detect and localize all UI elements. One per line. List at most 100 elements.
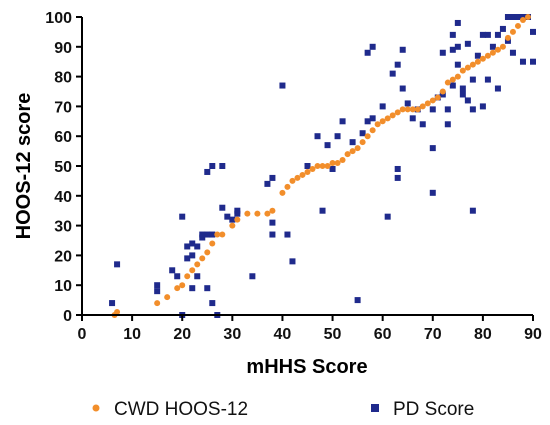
point-cwd-hoos12	[504, 34, 511, 41]
y-tick-label: 90	[54, 40, 72, 57]
point-cwd-hoos12	[369, 127, 376, 134]
point-cwd-hoos12	[364, 133, 371, 140]
point-cwd-hoos12	[389, 112, 396, 119]
point-cwd-hoos12	[114, 309, 121, 316]
point-pd-score	[154, 282, 161, 289]
point-cwd-hoos12	[394, 109, 401, 116]
point-cwd-hoos12	[324, 163, 331, 169]
point-cwd-hoos12	[454, 73, 461, 80]
point-pd-score	[419, 121, 426, 128]
point-cwd-hoos12	[294, 174, 301, 181]
point-cwd-hoos12	[524, 14, 531, 20]
point-pd-score	[404, 100, 411, 107]
point-pd-score	[464, 97, 471, 104]
point-cwd-hoos12	[209, 240, 216, 247]
point-pd-score	[444, 121, 451, 128]
point-pd-score	[394, 174, 401, 181]
point-pd-score	[194, 243, 201, 250]
point-cwd-hoos12	[519, 16, 526, 23]
x-tick-label: 60	[374, 326, 392, 343]
point-cwd-hoos12	[489, 49, 496, 56]
x-ticks: 0 10 20 30 40 50 60 70 80 90	[78, 315, 542, 343]
point-cwd-hoos12	[514, 22, 521, 29]
point-cwd-hoos12	[429, 97, 436, 104]
point-cwd-hoos12	[404, 106, 411, 113]
legend: CWD HOOS-12 PD Score	[92, 399, 474, 420]
point-pd-score	[394, 61, 401, 68]
point-pd-score	[474, 52, 481, 59]
point-cwd-hoos12	[349, 148, 356, 155]
point-cwd-hoos12	[174, 285, 181, 292]
point-pd-score	[189, 252, 196, 259]
point-pd-score	[530, 28, 536, 35]
point-pd-score	[399, 85, 406, 92]
point-pd-score	[429, 145, 436, 152]
plot-points	[109, 14, 536, 318]
y-tick-label: 70	[54, 99, 72, 116]
point-pd-score	[189, 285, 196, 292]
point-cwd-hoos12	[344, 151, 351, 158]
point-pd-score	[394, 165, 401, 172]
point-cwd-hoos12	[379, 118, 386, 125]
point-cwd-hoos12	[469, 61, 476, 68]
y-tick-label: 0	[63, 308, 72, 325]
point-pd-score	[329, 165, 336, 172]
point-cwd-hoos12	[434, 94, 441, 101]
point-cwd-hoos12	[284, 183, 291, 190]
point-pd-score	[154, 288, 161, 295]
point-pd-score	[324, 142, 331, 149]
point-pd-score	[224, 213, 231, 220]
point-pd-score	[194, 273, 201, 280]
point-pd-score	[204, 285, 211, 292]
point-cwd-hoos12	[309, 165, 316, 172]
point-cwd-hoos12	[189, 267, 196, 274]
point-cwd-hoos12	[229, 222, 236, 229]
y-tick-label: 30	[54, 219, 72, 236]
point-cwd-hoos12	[499, 43, 506, 50]
point-pd-score	[189, 240, 196, 247]
point-pd-score	[449, 31, 456, 38]
point-pd-score	[229, 216, 236, 223]
point-pd-score	[369, 115, 376, 122]
legend-label-cwd: CWD HOOS-12	[114, 399, 248, 420]
point-cwd-hoos12	[509, 28, 516, 35]
y-tick-label: 50	[54, 159, 72, 176]
point-pd-score	[449, 46, 456, 53]
point-pd-score	[184, 255, 191, 262]
point-pd-score	[504, 14, 511, 20]
point-pd-score	[484, 76, 491, 83]
point-pd-score	[179, 213, 186, 220]
point-pd-score	[469, 106, 476, 113]
point-pd-score	[489, 43, 496, 50]
point-cwd-hoos12	[194, 261, 201, 268]
point-cwd-hoos12	[449, 76, 456, 83]
point-cwd-hoos12	[269, 207, 276, 214]
point-pd-score	[184, 243, 191, 250]
point-pd-score	[319, 207, 326, 214]
point-pd-score	[364, 118, 371, 125]
point-cwd-hoos12	[384, 115, 391, 122]
point-cwd-hoos12	[444, 79, 451, 86]
point-cwd-hoos12	[414, 106, 421, 113]
x-tick-label: 50	[324, 326, 342, 343]
point-pd-score	[109, 300, 116, 307]
point-pd-score	[359, 130, 366, 137]
point-cwd-hoos12	[329, 160, 336, 167]
x-tick-label: 70	[424, 326, 442, 343]
y-tick-label: 60	[54, 129, 72, 146]
point-pd-score	[204, 168, 211, 175]
point-pd-score	[364, 49, 371, 56]
x-tick-label: 10	[123, 326, 141, 343]
point-pd-score	[269, 219, 276, 226]
x-axis-title: mHHS Score	[246, 356, 367, 378]
point-cwd-hoos12	[359, 139, 366, 146]
point-pd-score	[349, 139, 356, 146]
axes: 0 10 20 30 40 50 60 70 80 90 0 10 20 30 40 50 60 70 80 90 1…	[45, 10, 542, 343]
point-pd-score	[454, 61, 461, 68]
point-cwd-hoos12	[254, 210, 261, 217]
point-pd-score	[509, 14, 516, 20]
point-pd-score	[174, 273, 181, 280]
x-tick-label: 30	[223, 326, 241, 343]
point-pd-score	[209, 300, 216, 307]
